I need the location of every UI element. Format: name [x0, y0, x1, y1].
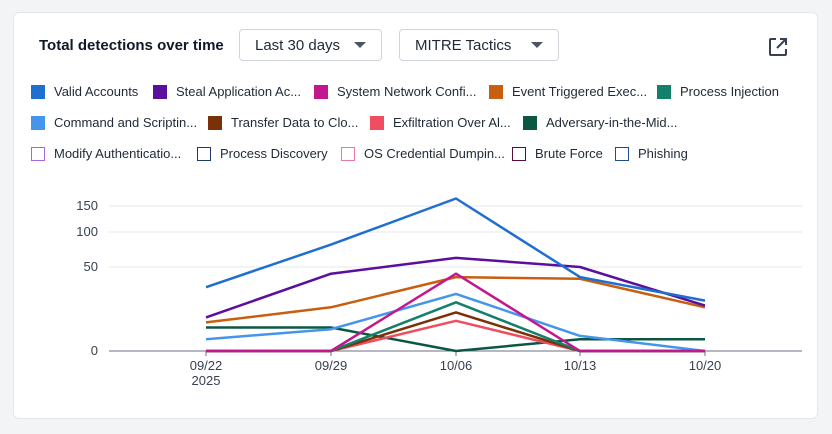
legend-swatch	[314, 84, 328, 99]
y-tick-label: 100	[76, 224, 98, 239]
legend-swatch	[31, 84, 45, 99]
chevron-down-icon	[354, 42, 366, 48]
legend-item[interactable]: Exfiltration Over Al...	[370, 115, 511, 130]
external-link-icon[interactable]	[766, 35, 790, 59]
y-tick-label: 50	[84, 259, 98, 274]
legend-label: Exfiltration Over Al...	[393, 115, 511, 130]
legend-item[interactable]: Steal Application Ac...	[153, 84, 301, 99]
series-line[interactable]	[205, 275, 706, 324]
legend-swatch	[153, 84, 167, 99]
y-tick-label: 0	[91, 343, 98, 358]
series-line[interactable]	[206, 311, 705, 353]
card-title: Total detections over time	[39, 37, 224, 54]
time-range-value: Last 30 days	[255, 36, 341, 54]
legend-swatch	[31, 115, 45, 130]
legend-item[interactable]: Command and Scriptin...	[31, 115, 197, 130]
time-range-select[interactable]: Last 30 days	[239, 29, 382, 61]
legend-label: Transfer Data to Clo...	[231, 115, 359, 130]
legend-swatch	[489, 84, 503, 99]
legend-label: Steal Application Ac...	[176, 84, 302, 99]
legend-swatch	[523, 115, 537, 130]
legend-item[interactable]: OS Credential Dumpin...	[341, 146, 505, 161]
legend-swatch	[341, 146, 355, 161]
legend-item[interactable]: Transfer Data to Clo...	[208, 115, 358, 130]
x-tick-label: 09/29	[315, 358, 348, 373]
series-line[interactable]	[205, 256, 706, 319]
legend-label: Modify Authenticatio...	[54, 146, 182, 161]
group-by-select[interactable]: MITRE Tactics	[399, 29, 559, 61]
legend-item[interactable]: System Network Confi...	[314, 84, 476, 99]
legend-label: Process Discovery	[220, 146, 328, 161]
series-line[interactable]	[206, 319, 705, 353]
legend-label: Valid Accounts	[54, 84, 139, 99]
detections-card: Total detections over time Last 30 days …	[13, 12, 818, 419]
legend-item[interactable]: Process Discovery	[197, 146, 328, 161]
legend-item[interactable]: Valid Accounts	[31, 84, 138, 99]
legend-swatch	[657, 84, 671, 99]
group-by-value: MITRE Tactics	[415, 36, 512, 54]
legend-swatch	[512, 146, 526, 161]
legend-item[interactable]: Brute Force	[512, 146, 603, 161]
x-tick-label: 10/13	[564, 358, 597, 373]
legend-swatch	[31, 146, 45, 161]
legend-label: Process Injection	[680, 84, 779, 99]
legend-swatch	[208, 115, 222, 130]
x-tick-label: 10/20	[689, 358, 722, 373]
legend-label: Event Triggered Exec...	[512, 84, 648, 99]
legend-label: Phishing	[638, 146, 688, 161]
legend-item[interactable]: Modify Authenticatio...	[31, 146, 181, 161]
legend-item[interactable]: Process Injection	[657, 84, 779, 99]
x-tick-label: 10/06	[440, 358, 473, 373]
y-tick-label: 150	[76, 198, 98, 213]
x-tick-label: 2025	[192, 373, 221, 388]
series-line[interactable]	[206, 326, 705, 353]
legend-item[interactable]: Phishing	[615, 146, 688, 161]
series-line[interactable]	[205, 197, 706, 302]
legend-label: Brute Force	[535, 146, 603, 161]
legend-label: System Network Confi...	[337, 84, 477, 99]
legend-item[interactable]: Adversary-in-the-Mid...	[523, 115, 677, 130]
legend-swatch	[197, 146, 211, 161]
legend-label: OS Credential Dumpin...	[364, 146, 505, 161]
legend-swatch	[615, 146, 629, 161]
legend-swatch	[370, 115, 384, 130]
legend-label: Adversary-in-the-Mid...	[546, 115, 678, 130]
legend-item[interactable]: Event Triggered Exec...	[489, 84, 647, 99]
legend-label: Command and Scriptin...	[54, 115, 198, 130]
series-line[interactable]	[205, 292, 706, 353]
chevron-down-icon	[531, 42, 543, 48]
x-tick-label: 09/22	[190, 358, 223, 373]
series-line[interactable]	[206, 272, 705, 353]
